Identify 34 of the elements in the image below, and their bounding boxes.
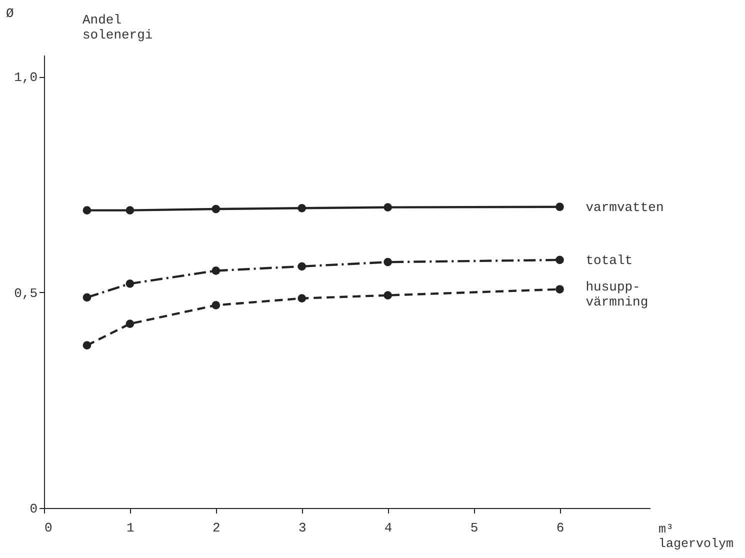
point [126, 320, 134, 328]
point [126, 206, 134, 214]
point [82, 206, 92, 214]
point [556, 285, 564, 294]
x-tick-label: 3 [298, 520, 306, 536]
y-tick-label: 0 [30, 502, 38, 516]
x-axis-title: m³ lagervolym [658, 522, 734, 551]
point [126, 279, 134, 288]
point [556, 256, 564, 264]
y-axis-title: Andel solenergi [82, 12, 153, 42]
x-tick-label: 6 [556, 520, 564, 536]
point [212, 266, 220, 275]
text: Ø [6, 6, 14, 21]
point [384, 291, 392, 300]
point [212, 301, 220, 310]
point [384, 203, 392, 212]
point [212, 204, 220, 214]
point [298, 204, 306, 212]
series-label: varmvatten [586, 200, 664, 215]
point [82, 293, 92, 302]
series-label: totalt [586, 252, 633, 268]
y-tick-label: 1,0 [14, 70, 38, 86]
point [384, 258, 392, 266]
point [298, 262, 306, 271]
point [298, 294, 306, 302]
x-tick-label: 4 [384, 520, 392, 536]
x-tick-label: 1 [126, 520, 135, 536]
x-tick-label: 2 [212, 520, 220, 536]
x-tick-label: 0 [44, 520, 52, 536]
series-label: husupp-värmning [586, 279, 648, 310]
x-tick-label: 5 [470, 520, 478, 536]
y-tick-label: 0,5 [14, 286, 38, 301]
point [556, 202, 564, 212]
point [82, 341, 92, 350]
